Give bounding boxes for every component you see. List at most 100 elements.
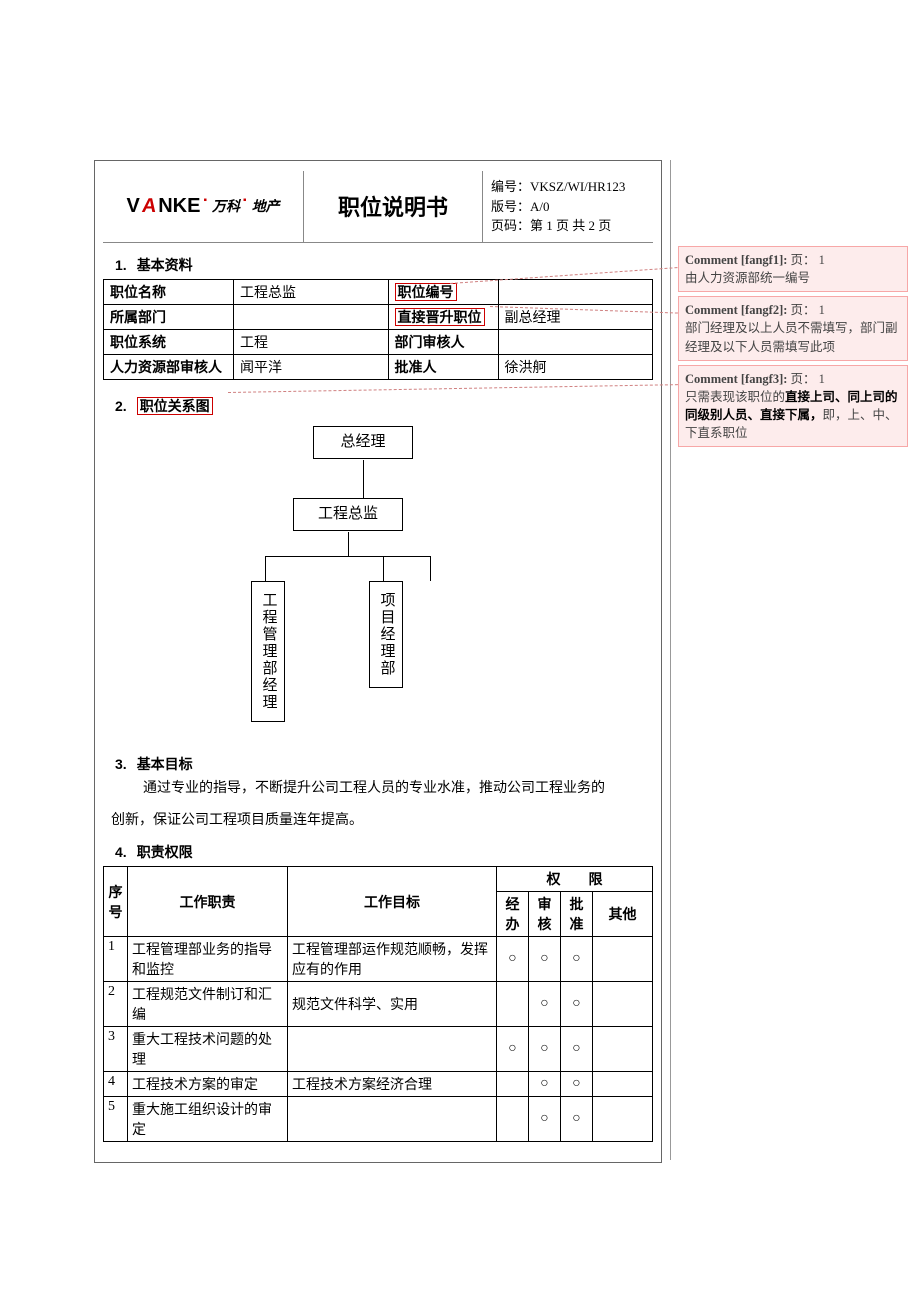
meta-version-label: 版号： <box>491 199 530 214</box>
org-node-eng-mgr: 工程管理部经理 <box>251 581 285 722</box>
table-row: 职位名称 工程总监 职位编号 <box>104 279 653 304</box>
comment-1[interactable]: Comment [fangf1]: 页： 1 由人力资源部统一编号 <box>678 246 908 292</box>
cell-value: 闻平洋 <box>234 354 389 379</box>
doc-title: 职位说明书 <box>303 171 483 242</box>
org-chart: 总经理 工程总监 工程管理部经理 项目经理部 <box>103 426 653 746</box>
cell-p4 <box>593 1097 653 1142</box>
cell-p1: ○ <box>497 937 529 982</box>
cell-p4 <box>593 937 653 982</box>
col-p1: 经办 <box>497 892 529 937</box>
comment-head: Comment [fangf3]: <box>685 372 787 386</box>
org-line <box>430 556 431 581</box>
section-3-title: 3. 基本目标 <box>115 754 653 774</box>
doc-header: VANKE▪万科▪地产 职位说明书 编号：VKSZ/WI/HR123 版号：A/… <box>103 171 653 243</box>
section-1-num: 1. <box>115 257 127 273</box>
cell-label: 部门审核人 <box>388 329 498 354</box>
section-2-num: 2. <box>115 398 127 414</box>
cell-p1 <box>497 982 529 1027</box>
cell-task: 重大施工组织设计的审定 <box>128 1097 288 1142</box>
cell-p4 <box>593 982 653 1027</box>
org-node-gm: 总经理 <box>313 426 413 460</box>
meta-number-label: 编号： <box>491 179 530 194</box>
cell-value <box>498 329 653 354</box>
page: VANKE▪万科▪地产 职位说明书 编号：VKSZ/WI/HR123 版号：A/… <box>0 0 920 200</box>
cell-label: 所属部门 <box>104 304 234 329</box>
table-row: 3重大工程技术问题的处理○○○ <box>104 1027 653 1072</box>
comment-pane-divider <box>670 160 671 1160</box>
cell-sn: 2 <box>104 982 128 1027</box>
objective-line-1: 通过专业的指导，不断提升公司工程人员的专业水准，推动公司工程业务的 <box>143 778 645 800</box>
highlight-org-title: 职位关系图 <box>137 397 213 415</box>
logo-cn1: 万科 <box>212 196 240 216</box>
duties-table: 序号 工作职责 工作目标 权 限 经办 审核 批准 其他 1工程管理部业务的指导… <box>103 866 653 1142</box>
cell-value: 工程总监 <box>234 279 389 304</box>
comment-2[interactable]: Comment [fangf2]: 页： 1 部门经理及以上人员不需填写，部门副… <box>678 296 908 360</box>
cell-p2: ○ <box>529 1097 561 1142</box>
col-p3: 批准 <box>561 892 593 937</box>
org-node-proj-mgr: 项目经理部 <box>369 581 403 688</box>
cell-p3: ○ <box>561 1072 593 1097</box>
section-4-text: 职责权限 <box>137 844 193 860</box>
cell-p3: ○ <box>561 982 593 1027</box>
cell-p3: ○ <box>561 1027 593 1072</box>
cell-goal: 工程管理部运作规范顺畅，发挥应有的作用 <box>288 937 497 982</box>
table-row: 1工程管理部业务的指导和监控工程管理部运作规范顺畅，发挥应有的作用○○○ <box>104 937 653 982</box>
highlight-job-code: 职位编号 <box>395 283 457 301</box>
logo-cell: VANKE▪万科▪地产 <box>103 171 303 242</box>
comment-page: 页： 1 <box>791 303 825 317</box>
table-row: 5重大施工组织设计的审定 ○○ <box>104 1097 653 1142</box>
doc-meta: 编号：VKSZ/WI/HR123 版号：A/0 页码：第 1 页 共 2 页 <box>483 171 653 242</box>
basic-info-table: 职位名称 工程总监 职位编号 所属部门 直接晋升职位 副总经理 职位系统 工程 … <box>103 279 653 380</box>
objective-line-2: 创新，保证公司工程项目质量连年提高。 <box>111 810 645 832</box>
cell-p4 <box>593 1072 653 1097</box>
comment-body: 由人力资源部统一编号 <box>685 271 810 285</box>
comment-3[interactable]: Comment [fangf3]: 页： 1 只需表现该职位的直接上司、同上司的… <box>678 365 908 448</box>
cell-p1 <box>497 1072 529 1097</box>
cell-goal: 工程技术方案经济合理 <box>288 1072 497 1097</box>
cell-p1 <box>497 1097 529 1142</box>
table-row: 人力资源部审核人 闻平洋 批准人 徐洪舸 <box>104 354 653 379</box>
org-line <box>265 556 266 581</box>
comment-head: Comment [fangf1]: <box>685 253 787 267</box>
cell-sn: 4 <box>104 1072 128 1097</box>
org-line <box>265 556 431 557</box>
section-3-text: 基本目标 <box>137 756 193 772</box>
table-row: 2工程规范文件制订和汇编规范文件科学、实用○○ <box>104 982 653 1027</box>
comment-page: 页： 1 <box>791 253 825 267</box>
cell-p2: ○ <box>529 1072 561 1097</box>
section-3-num: 3. <box>115 756 127 772</box>
table-row: 职位系统 工程 部门审核人 <box>104 329 653 354</box>
cell-task: 工程技术方案的审定 <box>128 1072 288 1097</box>
org-line <box>363 460 364 498</box>
cell-label-highlight: 职位编号 <box>388 279 498 304</box>
logo-dot: ▪ <box>203 195 207 206</box>
cell-goal <box>288 1097 497 1142</box>
org-line <box>383 556 384 581</box>
comment-body-pre: 只需表现该职位的 <box>685 390 785 404</box>
cell-p4 <box>593 1027 653 1072</box>
col-p4: 其他 <box>593 892 653 937</box>
cell-sn: 1 <box>104 937 128 982</box>
cell-label: 人力资源部审核人 <box>104 354 234 379</box>
cell-p3: ○ <box>561 937 593 982</box>
section-1-text: 基本资料 <box>137 257 193 273</box>
logo-a: A <box>140 195 158 218</box>
meta-version: A/0 <box>530 199 550 214</box>
cell-sn: 5 <box>104 1097 128 1142</box>
col-goal: 工作目标 <box>288 867 497 937</box>
cell-sn: 3 <box>104 1027 128 1072</box>
cell-goal <box>288 1027 497 1072</box>
cell-value: 工程 <box>234 329 389 354</box>
comment-pane: Comment [fangf1]: 页： 1 由人力资源部统一编号 Commen… <box>678 246 908 451</box>
cell-task: 工程管理部业务的指导和监控 <box>128 937 288 982</box>
cell-p2: ○ <box>529 982 561 1027</box>
col-perm: 权 限 <box>497 867 653 892</box>
vanke-logo: VANKE▪万科▪地产 <box>126 195 279 218</box>
cell-label: 批准人 <box>388 354 498 379</box>
cell-p3: ○ <box>561 1097 593 1142</box>
meta-page: 第 1 页 共 2 页 <box>530 218 611 233</box>
document-body: VANKE▪万科▪地产 职位说明书 编号：VKSZ/WI/HR123 版号：A/… <box>94 160 662 1163</box>
table-row: 所属部门 直接晋升职位 副总经理 <box>104 304 653 329</box>
cell-value <box>234 304 389 329</box>
cell-value: 徐洪舸 <box>498 354 653 379</box>
